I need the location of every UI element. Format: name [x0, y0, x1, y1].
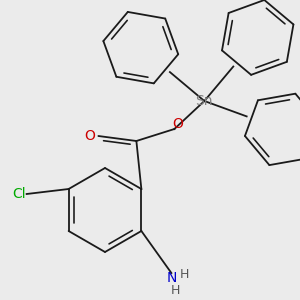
Text: N: N: [166, 271, 177, 285]
Text: H: H: [180, 268, 189, 281]
Text: H: H: [171, 284, 180, 298]
Text: Sn: Sn: [196, 94, 213, 108]
Text: O: O: [172, 117, 183, 131]
Text: Cl: Cl: [12, 187, 26, 201]
Text: O: O: [84, 129, 95, 143]
